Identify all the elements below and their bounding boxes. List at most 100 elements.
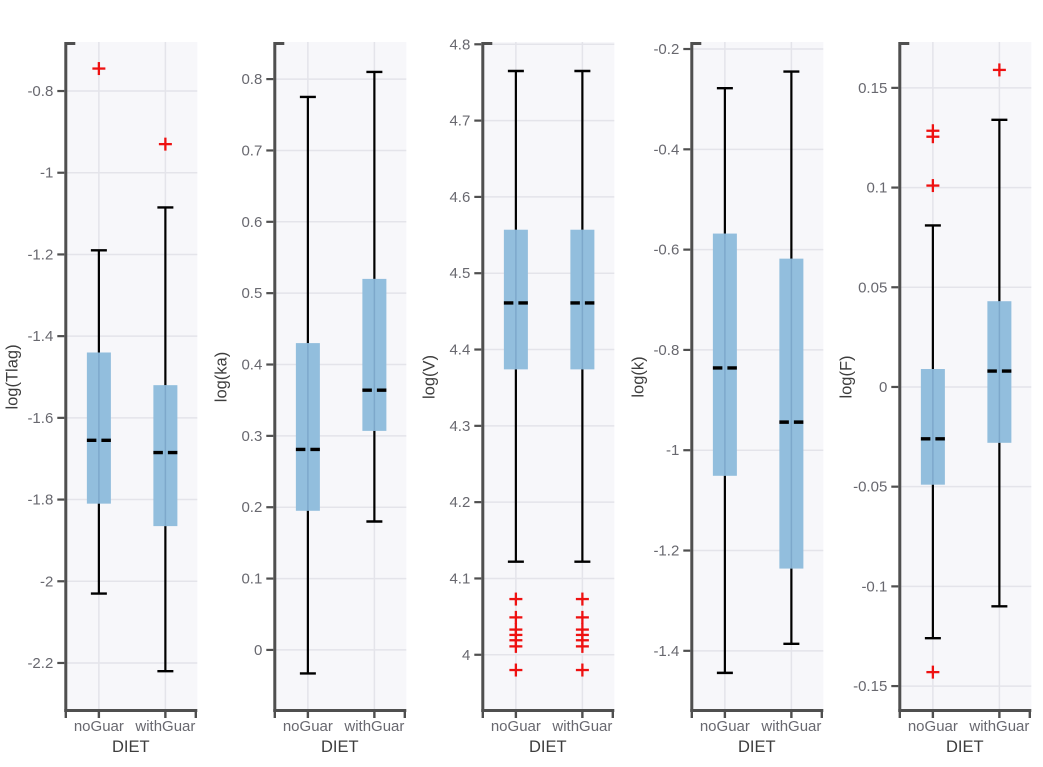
outlier-marker [576, 639, 590, 653]
outlier-marker [576, 663, 590, 677]
panel-logk: -0.2 -0.4 -0.6 -0.8 -1 -1.2 -1.4 noGuar withGuar… [626, 0, 835, 767]
y-tick-label: 4.5 [450, 265, 471, 282]
x-tick-label: withGuar [969, 718, 1030, 735]
y-axis-label: log(Tlag) [3, 344, 21, 409]
box-group-noGuar [921, 124, 946, 679]
x-axis-label: DIET [112, 738, 150, 756]
y-tick-label: -0.6 [653, 242, 679, 259]
box-group-withGuar [779, 70, 804, 645]
x-tick-label: noGuar [491, 718, 541, 735]
boxplot-svg: 4.8 4.7 4.6 4.5 4.4 4.3 4.2 4.1 4 noGuar withGuar D… [420, 36, 615, 756]
y-tick-label: 0 [254, 642, 262, 659]
plot-background [64, 42, 198, 712]
outlier-marker [926, 179, 940, 193]
outlier-marker [509, 663, 523, 677]
plot-background [481, 42, 615, 712]
box-group-noGuar [295, 95, 320, 675]
y-tick-label: -0.2 [653, 41, 679, 58]
y-tick-label: 0.2 [241, 499, 262, 516]
box-group-noGuar [712, 86, 737, 675]
outlier-marker [92, 62, 106, 76]
x-tick-label: withGuar [552, 718, 613, 735]
box-group-noGuar [504, 69, 529, 677]
outlier-marker [509, 639, 523, 653]
y-axis-label: log(V) [420, 355, 438, 399]
y-tick-label: -1.4 [653, 643, 679, 660]
x-tick-label: withGuar [343, 718, 404, 735]
y-tick-label: -0.8 [27, 83, 53, 100]
panel-logv: 4.8 4.7 4.6 4.5 4.4 4.3 4.2 4.1 4 noGuar withGuar D… [417, 0, 626, 767]
outlier-marker [993, 63, 1007, 77]
boxplot-svg: -0.2 -0.4 -0.6 -0.8 -1 -1.2 -1.4 noGuar withGuar… [629, 41, 824, 756]
x-tick-label: withGuar [760, 718, 821, 735]
axes [57, 42, 198, 718]
y-tick-label: 0.7 [241, 142, 262, 159]
y-tick-label: -0.1 [862, 578, 888, 595]
boxplot-svg: 0.15 0.1 0.05 0 -0.05 -0.1 -0.15 noGuar withGuar… [838, 42, 1032, 756]
outlier-marker [576, 610, 590, 624]
boxplot-svg: 0.8 0.7 0.6 0.5 0.4 0.3 0.2 0.1 0 noGuar withGuar D… [212, 42, 406, 756]
y-tick-label: 4.4 [450, 342, 471, 359]
outlier-marker [576, 592, 590, 606]
y-tick-label: -1.2 [27, 246, 53, 263]
axes [265, 42, 406, 718]
y-tick-label: 4.6 [450, 189, 471, 206]
y-tick-label: 0 [879, 379, 887, 396]
x-tick-label: noGuar [74, 718, 124, 735]
panel-logka: 0.8 0.7 0.6 0.5 0.4 0.3 0.2 0.1 0 noGuar withGuar D… [209, 0, 418, 767]
y-tick-label: 0.4 [241, 357, 262, 374]
y-tick-label: -2 [40, 573, 53, 590]
y-tick-label: -1 [666, 442, 679, 459]
y-tick-label: 4.1 [450, 570, 471, 587]
axes [683, 42, 824, 718]
y-tick-label: 0.6 [241, 214, 262, 231]
x-axis-label: DIET [738, 738, 776, 756]
y-tick-label: -1.4 [27, 328, 53, 345]
y-tick-label: 4.8 [450, 36, 471, 53]
y-tick-label: 4.2 [450, 494, 471, 511]
outlier-marker [509, 610, 523, 624]
y-tick-label: 4.7 [450, 113, 471, 130]
y-axis-label: log(F) [838, 355, 856, 398]
x-tick-label: noGuar [908, 718, 958, 735]
y-tick-label: 0.5 [241, 285, 262, 302]
y-tick-label: -1.2 [653, 543, 679, 560]
outlier-marker [509, 592, 523, 606]
y-tick-label: 0.8 [241, 71, 262, 88]
y-tick-label: -1 [40, 165, 53, 182]
x-axis-label: DIET [529, 738, 567, 756]
y-tick-label: 0.1 [867, 180, 888, 197]
x-axis-label: DIET [321, 738, 359, 756]
panel-logf: 0.15 0.1 0.05 0 -0.05 -0.1 -0.15 noGuar withGuar… [834, 0, 1043, 767]
panel-logtlag: -0.8 -1 -1.2 -1.4 -1.6 -1.8 -2 -2.2 noGuar withGu… [0, 0, 209, 767]
y-tick-label: 4.3 [450, 418, 471, 435]
y-tick-label: 0.1 [241, 571, 262, 588]
y-tick-label: 4 [462, 647, 470, 664]
y-tick-label: 0.05 [858, 279, 887, 296]
y-tick-label: -1.6 [27, 410, 53, 427]
y-tick-label: 0.3 [241, 428, 262, 445]
y-tick-label: -2.2 [27, 655, 53, 672]
y-tick-label: 0.15 [858, 80, 887, 97]
x-tick-label: noGuar [700, 718, 750, 735]
y-tick-label: -0.4 [653, 141, 679, 158]
x-tick-label: withGuar [134, 718, 195, 735]
outlier-marker [158, 137, 172, 151]
box-group-withGuar [361, 70, 386, 523]
boxplot-svg: -0.8 -1 -1.2 -1.4 -1.6 -1.8 -2 -2.2 noGuar withGu… [3, 42, 198, 756]
axes [891, 42, 1032, 718]
box-group-noGuar [86, 62, 111, 595]
box-group-withGuar [570, 69, 595, 677]
y-tick-label: -0.15 [853, 678, 887, 695]
y-axis-label: log(ka) [212, 352, 230, 402]
box-group-withGuar [153, 137, 178, 673]
x-axis-label: DIET [946, 738, 984, 756]
y-axis-label: log(k) [629, 356, 647, 397]
outlier-marker [926, 130, 940, 144]
y-tick-label: -0.8 [653, 342, 679, 359]
outlier-marker [926, 665, 940, 679]
y-tick-label: -1.8 [27, 492, 53, 509]
x-tick-label: noGuar [282, 718, 332, 735]
axes [474, 42, 615, 718]
